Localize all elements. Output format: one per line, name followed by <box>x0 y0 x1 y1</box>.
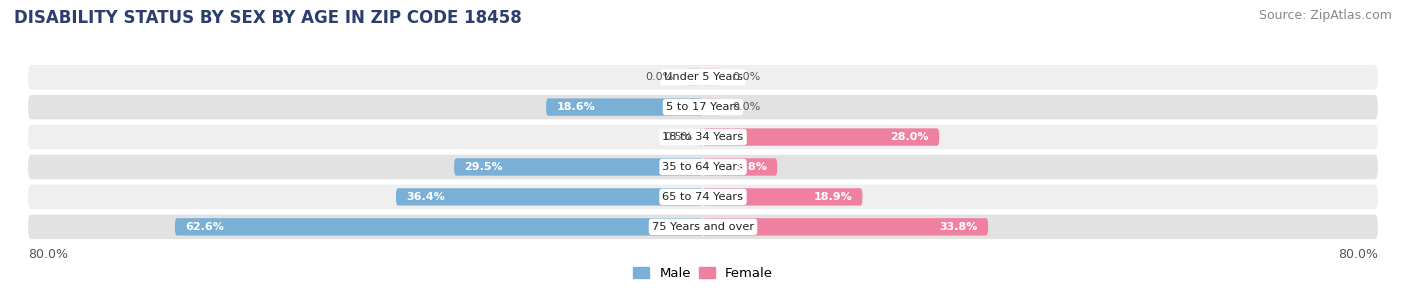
FancyBboxPatch shape <box>703 218 988 236</box>
FancyBboxPatch shape <box>28 125 1378 149</box>
FancyBboxPatch shape <box>28 95 1378 119</box>
FancyBboxPatch shape <box>28 155 1378 179</box>
Text: 36.4%: 36.4% <box>406 192 444 202</box>
Text: 65 to 74 Years: 65 to 74 Years <box>662 192 744 202</box>
Text: 28.0%: 28.0% <box>890 132 929 142</box>
FancyBboxPatch shape <box>454 158 703 176</box>
Text: 18.6%: 18.6% <box>557 102 595 112</box>
Text: Source: ZipAtlas.com: Source: ZipAtlas.com <box>1258 9 1392 22</box>
FancyBboxPatch shape <box>699 128 703 146</box>
FancyBboxPatch shape <box>396 188 703 206</box>
Text: 8.8%: 8.8% <box>737 162 768 172</box>
Legend: Male, Female: Male, Female <box>627 262 779 285</box>
Text: 0.0%: 0.0% <box>645 72 673 82</box>
Text: Under 5 Years: Under 5 Years <box>664 72 742 82</box>
Text: DISABILITY STATUS BY SEX BY AGE IN ZIP CODE 18458: DISABILITY STATUS BY SEX BY AGE IN ZIP C… <box>14 9 522 27</box>
FancyBboxPatch shape <box>703 128 939 146</box>
FancyBboxPatch shape <box>28 215 1378 239</box>
FancyBboxPatch shape <box>703 68 720 86</box>
FancyBboxPatch shape <box>703 158 778 176</box>
Text: 18 to 34 Years: 18 to 34 Years <box>662 132 744 142</box>
Text: 0.0%: 0.0% <box>733 102 761 112</box>
FancyBboxPatch shape <box>28 185 1378 209</box>
Text: 33.8%: 33.8% <box>939 222 979 232</box>
FancyBboxPatch shape <box>703 188 862 206</box>
Text: 80.0%: 80.0% <box>1339 248 1378 261</box>
Text: 75 Years and over: 75 Years and over <box>652 222 754 232</box>
FancyBboxPatch shape <box>174 218 703 236</box>
FancyBboxPatch shape <box>703 98 720 116</box>
Text: 62.6%: 62.6% <box>186 222 224 232</box>
Text: 18.9%: 18.9% <box>814 192 852 202</box>
Text: 29.5%: 29.5% <box>464 162 503 172</box>
FancyBboxPatch shape <box>686 68 703 86</box>
Text: 0.5%: 0.5% <box>664 132 692 142</box>
Text: 35 to 64 Years: 35 to 64 Years <box>662 162 744 172</box>
FancyBboxPatch shape <box>28 65 1378 89</box>
Text: 5 to 17 Years: 5 to 17 Years <box>666 102 740 112</box>
Text: 80.0%: 80.0% <box>28 248 67 261</box>
Text: 0.0%: 0.0% <box>733 72 761 82</box>
FancyBboxPatch shape <box>546 98 703 116</box>
